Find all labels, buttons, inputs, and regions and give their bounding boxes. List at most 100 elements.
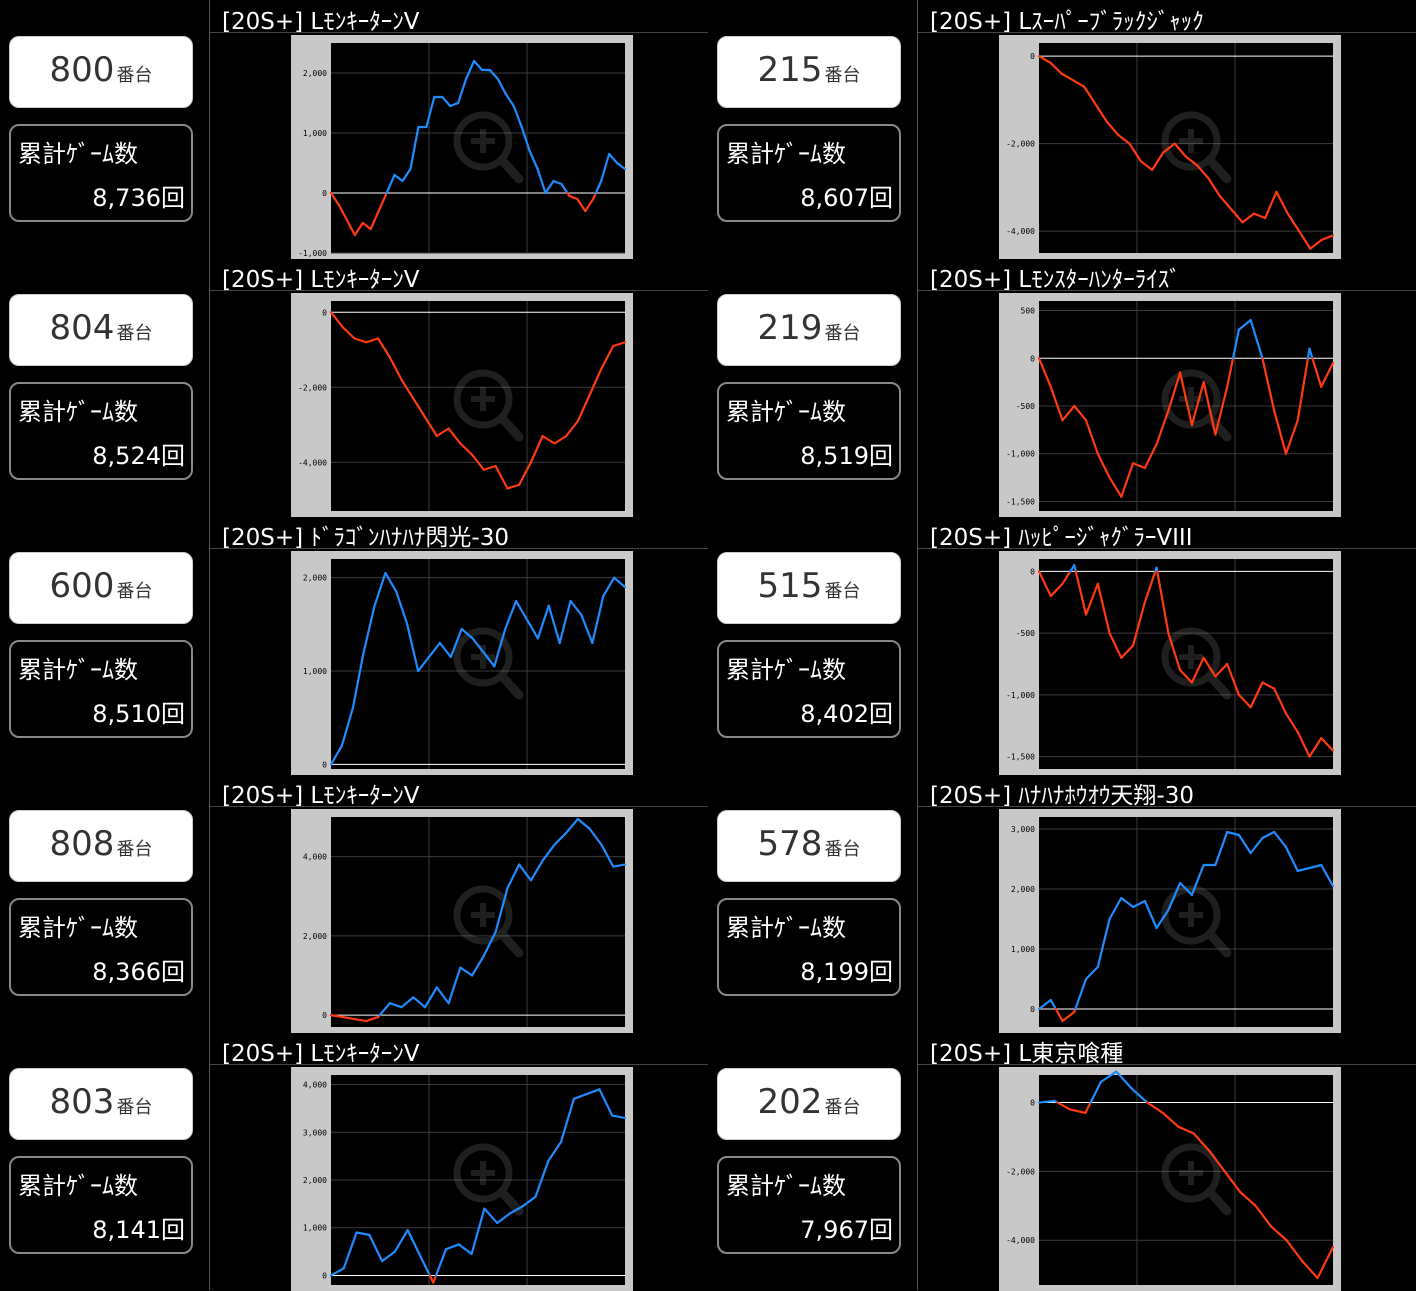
slump-chart[interactable]: 0 1,000 2,000 (291, 551, 633, 775)
slump-chart[interactable]: 0 1,000 2,000 3,000 4,000 (291, 1067, 633, 1291)
series-segment (1167, 881, 1182, 912)
series-segment (1249, 318, 1264, 360)
machine-title[interactable]: [20S+] LﾓﾝｷｰﾀｰﾝV (222, 267, 420, 293)
machine-cell[interactable]: 578 番台 累計ｹﾞｰﾑ数 8,199回 [20S+] ﾊﾅﾊﾅﾎｳｵｳ天翔-30 0 1… (708, 774, 1416, 1033)
series-segment (406, 1229, 422, 1258)
series-segment (329, 744, 343, 766)
series-segment (341, 326, 356, 340)
series-segment (401, 167, 412, 183)
machine-number: 219 (757, 308, 823, 348)
y-tick-label: 0 (322, 1271, 327, 1280)
series-segment (1226, 830, 1241, 837)
machine-cell[interactable]: 202 番台 累計ｹﾞｰﾑ数 7,967回 [20S+] L東京喰種 -4,000 -2,0… (708, 1032, 1416, 1291)
series-segment (353, 1017, 368, 1023)
machine-cell[interactable]: 219 番台 累計ｹﾞｰﾑ数 8,519回 [20S+] Lﾓﾝｽﾀｰﾊﾝﾀｰﾗｲｽﾞ -… (708, 258, 1416, 517)
series-segment (553, 831, 568, 846)
series-segment (1167, 632, 1182, 672)
machine-title[interactable]: [20S+] LﾓﾝｷｰﾀｰﾝV (222, 1041, 420, 1067)
machine-number-badge[interactable]: 600 番台 (9, 552, 193, 624)
y-tick-label: 0 (322, 760, 327, 769)
machine-cell[interactable]: 800 番台累計ｹﾞｰﾑ数 8,736回 [20S+] LﾓﾝｷｰﾀｰﾝV -1,000… (0, 0, 708, 259)
series-segment (1261, 357, 1276, 412)
machine-number-badge[interactable]: 808 番台 (9, 810, 193, 882)
series-segment (1297, 230, 1312, 250)
y-tick-label: 2,000 (303, 574, 327, 583)
series-segment (1084, 1101, 1092, 1114)
slump-chart[interactable]: 0 2,000 4,000 (291, 809, 633, 1033)
machine-title[interactable]: [20S+] Lｽｰﾊﾟｰﾌﾞﾗｯｸｼﾞｬｯｸ (930, 9, 1204, 35)
slump-chart[interactable]: 0 1,000 2,000 3,000 (999, 809, 1341, 1033)
machine-number-badge[interactable]: 202 番台 (717, 1068, 901, 1140)
slump-chart[interactable]: -4,000 -2,000 0 (291, 293, 633, 517)
total-games-value: 8,736回 (92, 184, 185, 212)
series-segment (1108, 476, 1123, 498)
series-segment (1105, 120, 1120, 136)
y-tick-label: -1,500 (1006, 497, 1035, 506)
machine-number-suffix: 番台 (116, 1097, 153, 1118)
machine-number-suffix: 番台 (116, 581, 153, 602)
machine-number-badge[interactable]: 215 番台 (717, 36, 901, 108)
series-segment (482, 464, 497, 471)
series-segment (565, 817, 580, 834)
title-underline (918, 806, 1416, 807)
series-segment (362, 604, 376, 654)
series-segment (1270, 1225, 1288, 1242)
series-segment (470, 1207, 486, 1256)
series-segment (1054, 1007, 1064, 1023)
series-segment (552, 179, 563, 186)
chart-svg: 0 2,000 4,000 (303, 817, 627, 1027)
machine-cell[interactable]: 808 番台 累計ｹﾞｰﾑ数 8,366回 [20S+] LﾓﾝｷｰﾀｰﾝV 0 2,000… (0, 774, 708, 1033)
machine-number-badge[interactable]: 515 番台 (717, 552, 901, 624)
machine-cell[interactable]: 215 番台累計ｹﾞｰﾑ数 8,607回 [20S+] Lｽｰﾊﾟｰﾌﾞﾗｯｸｼﾞｬｯ… (708, 0, 1416, 259)
machine-title[interactable]: [20S+] ﾄﾞﾗｺﾞﾝﾊﾅﾊﾅ閃光-30 (222, 525, 509, 551)
series-segment (457, 77, 468, 105)
machine-title[interactable]: [20S+] Lﾓﾝｽﾀｰﾊﾝﾀｰﾗｲｽﾞ (930, 267, 1181, 293)
slump-chart[interactable]: -1,000 0 1,000 2,000 (291, 35, 633, 259)
series-segment (1150, 151, 1165, 171)
total-games-label: 累計ｹﾞｰﾑ数 (18, 914, 138, 942)
machine-number-badge[interactable]: 219 番台 (717, 294, 901, 366)
slump-chart[interactable]: -4,000 -2,000 0 (999, 35, 1341, 259)
series-segment (365, 337, 380, 344)
series-segment (368, 1233, 384, 1263)
machine-number-badge[interactable]: 804 番台 (9, 294, 193, 366)
machine-cell[interactable]: 803 番台 累計ｹﾞｰﾑ数 8,141回 [20S+] LﾓﾝｷｰﾀｰﾝV 0 1,000… (0, 1032, 708, 1291)
series-segment (341, 1015, 356, 1021)
y-tick-label: -4,000 (1006, 227, 1035, 236)
slump-chart[interactable]: -1,500 -1,000 -500 0 500 (999, 293, 1341, 517)
title-underline (918, 548, 1416, 549)
series-segment (1320, 737, 1335, 752)
series-segment (441, 95, 452, 108)
machine-title[interactable]: [20S+] LﾓﾝｷｰﾀｰﾝV (222, 783, 420, 809)
total-games-box: 累計ｹﾞｰﾑ数 8,607回 (717, 124, 901, 222)
zoom-icon (1161, 1143, 1232, 1216)
series-segment (506, 863, 521, 890)
series-segment (1037, 357, 1052, 389)
series-segment (1074, 977, 1088, 1011)
y-tick-label: -4,000 (298, 458, 327, 467)
slump-chart[interactable]: -1,500 -1,000 -500 0 (999, 551, 1341, 775)
machine-number-badge[interactable]: 803 番台 (9, 1068, 193, 1140)
total-games-box: 累計ｹﾞｰﾑ数 8,736回 (9, 124, 193, 222)
machine-number-suffix: 番台 (116, 323, 153, 344)
series-segment (1073, 404, 1088, 422)
machine-title[interactable]: [20S+] L東京喰種 (930, 1041, 1124, 1067)
series-segment (534, 1159, 550, 1198)
series-segment (515, 599, 529, 621)
machine-cell[interactable]: 600 番台 累計ｹﾞｰﾑ数 8,510回 [20S+] ﾄﾞﾗｺﾞﾝﾊﾅﾊﾅ閃光-30… (0, 516, 708, 775)
series-segment (337, 203, 348, 222)
machine-cell[interactable]: 515 番台 累計ｹﾞｰﾑ数 8,402回 [20S+] ﾊｯﾋﾟｰｼﾞｬｸﾞﾗｰVII… (708, 516, 1416, 775)
machine-title[interactable]: [20S+] ﾊﾅﾊﾅﾎｳｵｳ天翔-30 (930, 783, 1194, 809)
zoom-icon (453, 1143, 524, 1216)
series-segment (1237, 318, 1252, 331)
machine-title[interactable]: [20S+] LﾓﾝｷｰﾀｰﾝV (222, 9, 420, 35)
slump-chart[interactable]: -4,000 -2,000 0 (999, 1067, 1341, 1291)
machine-cell[interactable]: 804 番台 累計ｹﾞｰﾑ数 8,524回 [20S+] LﾓﾝｷｰﾀｰﾝV -4,000… (0, 258, 708, 517)
machine-number-badge[interactable]: 578 番台 (717, 810, 901, 882)
machine-title[interactable]: [20S+] ﾊｯﾋﾟｰｼﾞｬｸﾞﾗｰVIII (930, 525, 1193, 551)
series-segment (471, 637, 485, 654)
total-games-label: 累計ｹﾞｰﾑ数 (726, 656, 846, 684)
series-segment (417, 655, 431, 673)
machine-number-badge[interactable]: 800 番台 (9, 36, 193, 108)
series-segment (1083, 85, 1097, 106)
